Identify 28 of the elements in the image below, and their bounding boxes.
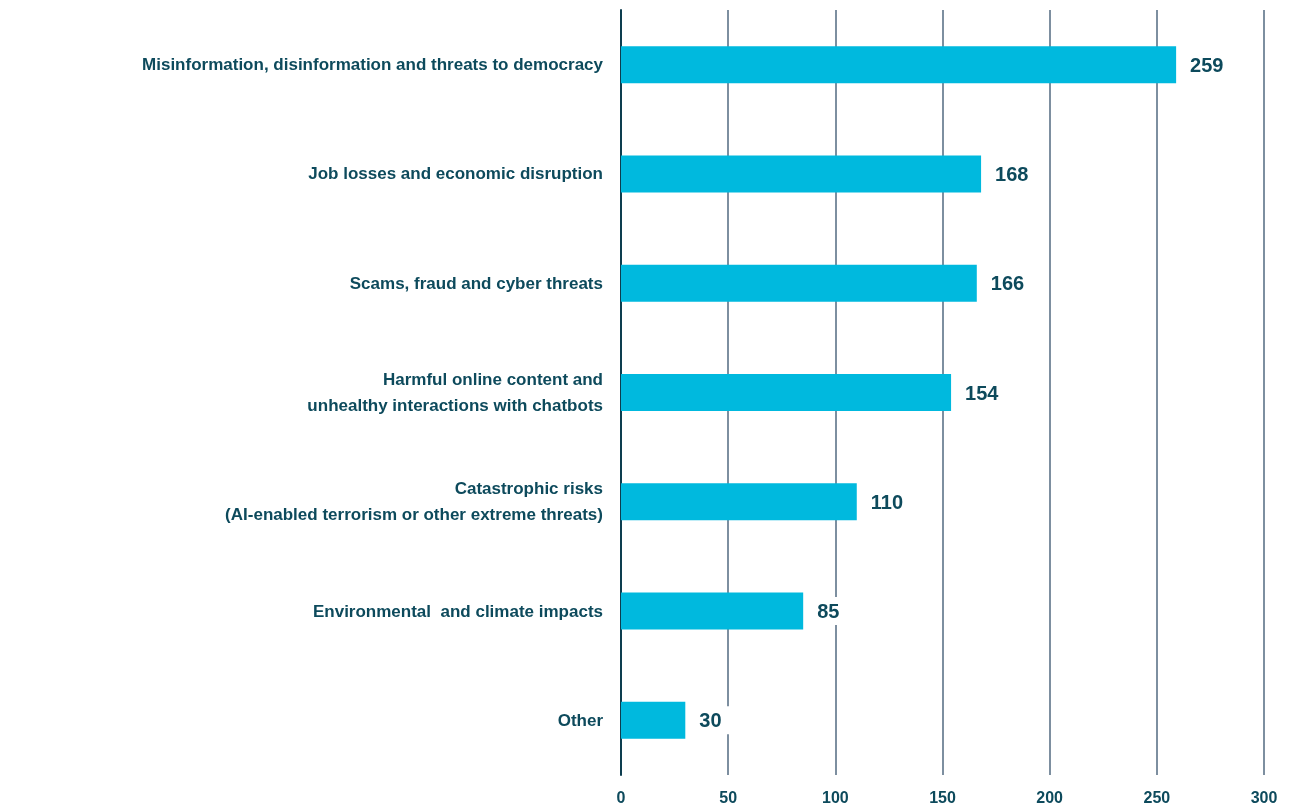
y-tick-label: Job losses and economic disruption bbox=[308, 164, 603, 184]
data-label: 30 bbox=[699, 709, 722, 732]
data-label: 259 bbox=[1190, 53, 1224, 76]
data-label: 168 bbox=[995, 162, 1029, 185]
y-tick-label: Harmful online content and unhealthy interactions with chatbots bbox=[307, 370, 603, 415]
data-label: 85 bbox=[817, 600, 840, 623]
bar bbox=[621, 264, 977, 302]
x-tick-label: 200 bbox=[1036, 788, 1064, 806]
bar bbox=[621, 592, 804, 630]
y-tick-label: Environmental and climate impacts bbox=[312, 601, 603, 621]
bar bbox=[621, 483, 857, 521]
y-tick-label: Catastrophic risks (AI-enabled terrorism or other extreme threats) bbox=[225, 479, 603, 525]
x-tick-label: 0 bbox=[616, 788, 626, 806]
y-tick-label: Other bbox=[557, 710, 604, 730]
x-tick-label: 300 bbox=[1250, 788, 1278, 806]
x-tick-label: 50 bbox=[719, 788, 738, 806]
x-tick-label: 250 bbox=[1143, 788, 1171, 806]
y-tick-label: Misinformation, disinformation and threats to democracy bbox=[142, 55, 604, 75]
bar bbox=[621, 701, 686, 739]
y-tick-label: Scams, fraud and cyber threats bbox=[349, 273, 603, 293]
bar bbox=[621, 46, 1177, 84]
data-label: 154 bbox=[965, 381, 1000, 404]
data-label: 166 bbox=[990, 272, 1025, 295]
bar bbox=[621, 374, 952, 411]
x-tick-label: 150 bbox=[929, 788, 956, 806]
bar bbox=[621, 155, 982, 193]
x-tick-label: 100 bbox=[821, 788, 849, 806]
data-label: 110 bbox=[870, 490, 904, 513]
